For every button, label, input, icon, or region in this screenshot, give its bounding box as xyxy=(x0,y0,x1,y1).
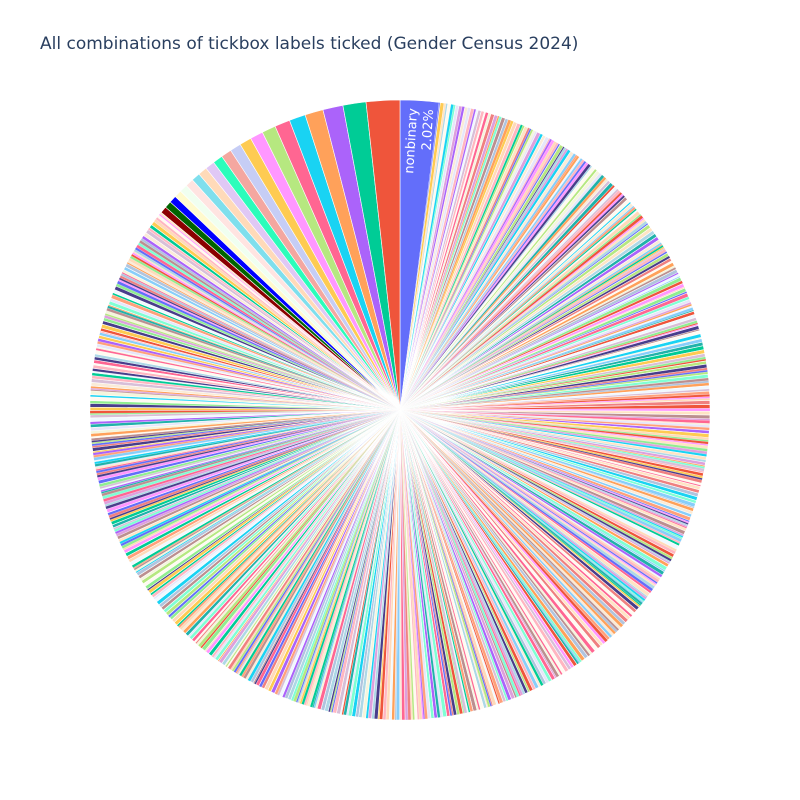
chart-title: All combinations of tickbox labels ticke… xyxy=(40,34,579,54)
pie-slice xyxy=(365,99,401,411)
slice-label-name: nonbinary xyxy=(402,107,421,174)
slice-label: nonbinary2.02% xyxy=(402,107,437,175)
pie-labels: nonbinary2.02% xyxy=(402,107,437,175)
pie-slices xyxy=(89,99,711,721)
slice-label-percent: 2.02% xyxy=(420,109,438,151)
